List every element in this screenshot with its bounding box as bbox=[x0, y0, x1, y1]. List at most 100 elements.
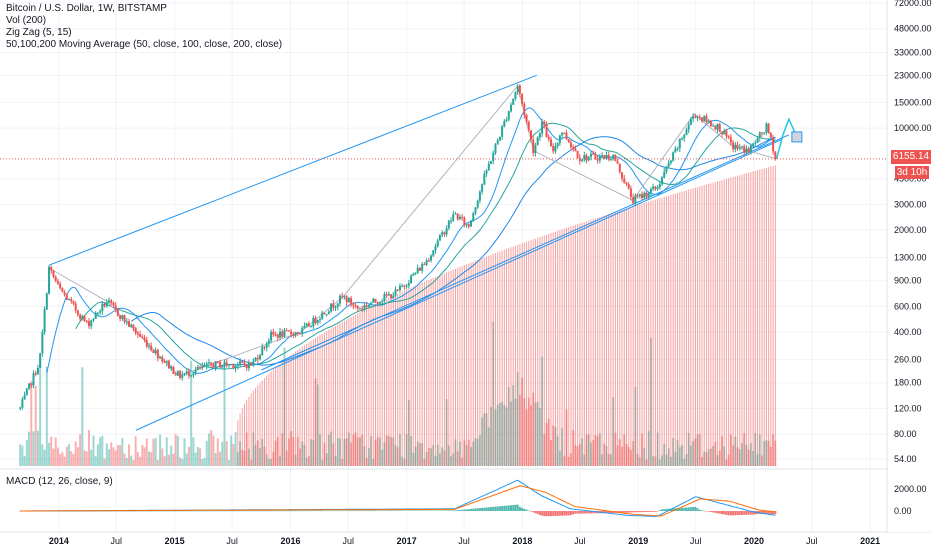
candle-body bbox=[290, 331, 293, 335]
macd-histogram-bar bbox=[232, 510, 235, 512]
volume-bar bbox=[105, 443, 108, 466]
macd-histogram-bar bbox=[563, 511, 566, 516]
candle-body bbox=[561, 132, 564, 136]
macd-histogram-bar bbox=[327, 510, 330, 512]
candle-body bbox=[219, 361, 222, 368]
macd-histogram-bar bbox=[127, 510, 130, 512]
macd-histogram-bar bbox=[492, 506, 495, 511]
candle-body bbox=[94, 312, 97, 320]
candle-body bbox=[672, 152, 675, 161]
macd-histogram-bar bbox=[121, 510, 124, 512]
candle-body bbox=[609, 158, 612, 160]
candle-body bbox=[96, 312, 99, 314]
candle-body bbox=[523, 103, 526, 115]
macd-histogram-bar bbox=[672, 508, 675, 511]
candle-body bbox=[694, 116, 697, 118]
macd-histogram-bar bbox=[632, 511, 635, 513]
macd-histogram-bar bbox=[685, 507, 688, 511]
macd-histogram-bar bbox=[416, 510, 419, 511]
candle-body bbox=[254, 357, 257, 361]
candle-body bbox=[434, 246, 437, 251]
candle-body bbox=[167, 360, 170, 369]
symbol-title[interactable]: Bitcoin / U.S. Dollar, 1W, BITSTAMP bbox=[6, 3, 167, 14]
forecast-path bbox=[775, 117, 798, 160]
price-tick-label: 48000.00 bbox=[894, 24, 932, 34]
macd-histogram-bar bbox=[376, 510, 379, 512]
candle-body bbox=[243, 362, 246, 365]
candle-body bbox=[65, 294, 68, 300]
volume-bar bbox=[176, 436, 179, 466]
macd-histogram-bar bbox=[565, 511, 568, 516]
macd-histogram-bar bbox=[521, 507, 524, 511]
time-tick-label: 2019 bbox=[628, 536, 648, 546]
candle-body bbox=[232, 364, 235, 369]
macd-histogram-bar bbox=[387, 510, 390, 512]
candle-body bbox=[61, 288, 64, 293]
macd-histogram-bar bbox=[294, 510, 297, 512]
macd-histogram-bar bbox=[272, 510, 275, 512]
macd-histogram-bar bbox=[718, 511, 721, 514]
macd-histogram-bar bbox=[421, 510, 424, 511]
macd-histogram-bar bbox=[554, 511, 557, 516]
candle-body bbox=[374, 298, 377, 303]
macd-legend[interactable]: MACD (12, 26, close, 9) bbox=[6, 476, 113, 487]
macd-histogram-bar bbox=[709, 511, 712, 513]
candle-body bbox=[263, 346, 266, 348]
volume-bar bbox=[192, 437, 195, 466]
candle-body bbox=[147, 345, 150, 347]
candle-body bbox=[159, 357, 162, 359]
candle-body bbox=[161, 357, 164, 362]
candle-body bbox=[549, 139, 552, 146]
macd-histogram-bar bbox=[767, 511, 770, 515]
candle-body bbox=[441, 232, 444, 235]
macd-histogram-bar bbox=[729, 511, 732, 516]
macd-tick-label: 2000.00 bbox=[894, 484, 927, 494]
candle-body bbox=[52, 270, 55, 277]
macd-histogram-bar bbox=[701, 510, 704, 511]
macd-histogram-bar bbox=[341, 510, 344, 512]
candle-body bbox=[756, 137, 759, 143]
macd-histogram-bar bbox=[270, 510, 273, 512]
zigzag-legend[interactable]: Zig Zag (5, 15) bbox=[6, 27, 72, 38]
macd-histogram-bar bbox=[299, 510, 302, 512]
candle-body bbox=[574, 148, 577, 151]
macd-histogram-bar bbox=[445, 510, 448, 511]
candle-body bbox=[509, 104, 512, 112]
macd-histogram-bar bbox=[749, 511, 752, 515]
volume-bar bbox=[25, 440, 28, 466]
macd-histogram-bar bbox=[698, 509, 701, 511]
volume-bar bbox=[147, 451, 150, 466]
volume-bar bbox=[50, 436, 53, 466]
macd-tick-label: 0.00 bbox=[894, 506, 912, 516]
trendlines[interactable] bbox=[0, 74, 887, 431]
macd-histogram-bar bbox=[763, 511, 766, 514]
volume-bar bbox=[159, 434, 162, 466]
moving-average-legend[interactable]: 50,100,200 Moving Average (50, close, 10… bbox=[6, 39, 283, 50]
macd-histogram-bar bbox=[338, 510, 341, 512]
candle-body bbox=[265, 343, 268, 348]
macd-histogram-bar bbox=[136, 510, 139, 512]
macd-histogram-bar bbox=[323, 510, 326, 512]
macd-histogram-bar bbox=[727, 511, 730, 516]
candle-body bbox=[521, 93, 524, 104]
candle-body bbox=[245, 364, 248, 369]
candle-body bbox=[338, 295, 341, 304]
price-tick-label: 180.00 bbox=[894, 378, 922, 388]
candle-body bbox=[59, 283, 62, 289]
volume-bar bbox=[79, 434, 82, 466]
candle-body bbox=[136, 332, 139, 335]
macd-histogram-bar bbox=[170, 510, 173, 512]
macd-histogram-bar bbox=[259, 510, 262, 512]
candle-body bbox=[605, 154, 608, 159]
macd-histogram-bar bbox=[210, 510, 213, 512]
volume-legend[interactable]: Vol (200) bbox=[6, 15, 47, 26]
macd-histogram-bar bbox=[623, 511, 626, 513]
candle-body bbox=[681, 138, 684, 140]
volume-bar bbox=[92, 435, 95, 466]
candle-body bbox=[343, 296, 346, 298]
candle-body bbox=[496, 140, 499, 145]
macd-histogram-bar bbox=[330, 510, 333, 512]
candle-body bbox=[299, 333, 302, 335]
candle-body bbox=[76, 310, 79, 315]
